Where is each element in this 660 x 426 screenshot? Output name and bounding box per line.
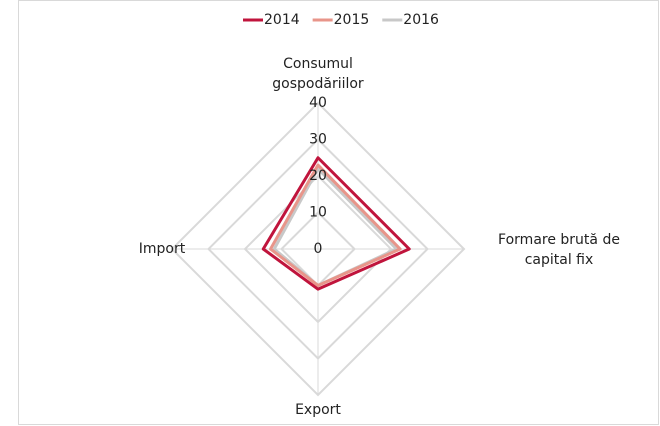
legend-label: 2014	[264, 12, 300, 28]
tick-label: 30	[309, 132, 327, 148]
category-label: Formare brută de capital fix	[498, 232, 620, 268]
series-line	[269, 163, 402, 287]
chart-frame	[18, 0, 659, 425]
tick-label: 10	[309, 205, 327, 221]
category-label: Consumul gospodăriilor	[272, 56, 364, 92]
category-label: Export	[295, 402, 341, 418]
tick-label: 0	[314, 241, 323, 257]
legend-label: 2015	[334, 12, 370, 28]
series-line	[261, 156, 411, 291]
tick-label: 40	[309, 95, 327, 111]
legend-label: 2016	[403, 12, 439, 28]
tick-label: 20	[309, 168, 327, 184]
category-label: Import	[138, 241, 186, 257]
